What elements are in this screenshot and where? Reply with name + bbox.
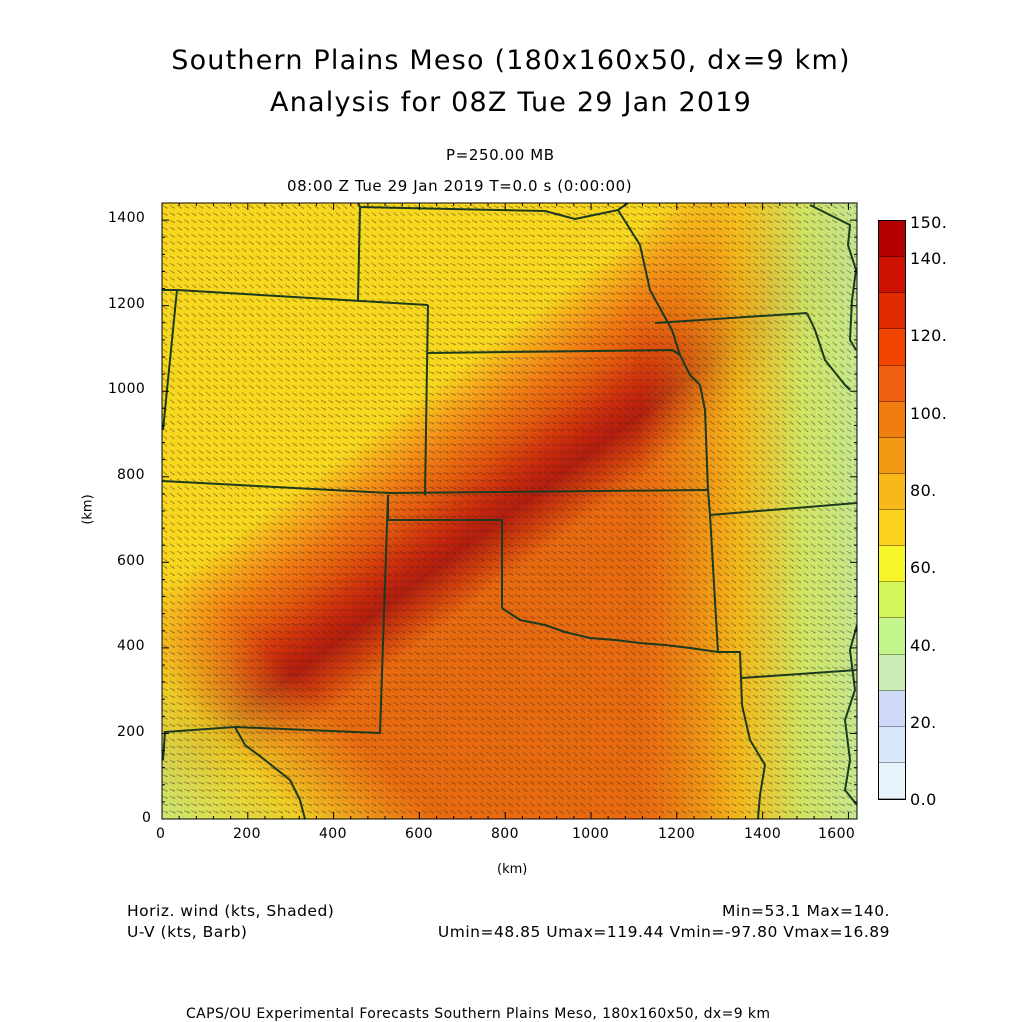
- colorbar-label: 140.: [910, 249, 948, 268]
- x-tick-label: 800: [491, 826, 519, 842]
- x-tick-label: 200: [233, 826, 261, 842]
- colorbar-band: [879, 582, 905, 619]
- y-tick-label: 600: [117, 553, 145, 569]
- axis-ticks: [161, 202, 857, 820]
- colorbar-band: [879, 329, 905, 366]
- valid-time-label: 08:00 Z Tue 29 Jan 2019 T=0.0 s (0:00:00…: [287, 177, 633, 195]
- shaded-wind-field: [162, 203, 857, 819]
- footer-credit: CAPS/OU Experimental Forecasts Southern …: [186, 1006, 771, 1022]
- x-tick-label: 600: [405, 826, 433, 842]
- boundary-rio-grande: [234, 726, 306, 819]
- boundary-kansas-east: [699, 384, 711, 516]
- colorbar-label: 0.0: [910, 790, 937, 809]
- boundary-missouri-river: [617, 209, 701, 386]
- y-tick-label: 1000: [108, 381, 146, 397]
- boundary-nebraska-kansas: [427, 349, 681, 356]
- colorbar-band: [879, 437, 905, 474]
- colorbar-band: [879, 726, 905, 763]
- colorbar-band: [879, 690, 905, 727]
- y-tick-label: 1400: [108, 210, 146, 226]
- colorbar-label: 150.: [910, 213, 948, 232]
- colorbar-band: [879, 365, 905, 402]
- colorbar-band: [879, 510, 905, 547]
- colorbar-band: [879, 618, 905, 655]
- colorbar-band: [879, 401, 905, 438]
- boundary-arkansas-south: [718, 651, 766, 819]
- x-tick-label: 1400: [744, 826, 782, 842]
- x-tick-label: 0: [156, 826, 166, 842]
- colorbar-label: 60.: [910, 558, 937, 577]
- y-tick-label: 400: [117, 638, 145, 654]
- boundary-oklahoma-east: [709, 514, 719, 653]
- title-line-1: Southern Plains Meso (180x160x50, dx=9 k…: [171, 45, 851, 76]
- y-tick-label: 0: [142, 810, 152, 826]
- boundary-iowa-east: [806, 312, 851, 391]
- colorbar-label: 40.: [910, 636, 937, 655]
- colorbar-label: 100.: [910, 404, 948, 423]
- y-axis-label: (km): [80, 494, 96, 525]
- colorbar: [878, 220, 906, 800]
- colorbar-band: [879, 654, 905, 691]
- boundary-nebraska-west: [357, 206, 361, 301]
- colorbar-label: 20.: [910, 713, 937, 732]
- title-line-2: Analysis for 08Z Tue 29 Jan 2019: [270, 87, 752, 118]
- legend-barb-field: U-V (kts, Barb): [127, 923, 248, 941]
- boundary-arkansas-north: [741, 669, 857, 679]
- boundary-iowa-south: [654, 312, 808, 324]
- pressure-level-label: P=250.00 MB: [446, 146, 555, 164]
- colorbar-label: 80.: [910, 481, 937, 500]
- x-tick-label: 400: [319, 826, 347, 842]
- colorbar-band: [879, 762, 905, 799]
- boundary-missouri-south: [709, 502, 857, 516]
- boundary-mississippi-east: [844, 624, 857, 806]
- boundary-nebraska-north: [357, 203, 629, 220]
- x-tick-label: 1600: [818, 826, 856, 842]
- boundary-kansas-south: [162, 480, 709, 494]
- boundary-new-mexico-east: [234, 494, 389, 734]
- colorbar-band: [879, 293, 905, 330]
- y-tick-label: 200: [117, 724, 145, 740]
- colorbar-band: [879, 473, 905, 510]
- x-axis-label: (km): [497, 862, 528, 877]
- colorbar-band: [879, 257, 905, 294]
- component-min-max: Umin=48.85 Umax=119.44 Vmin=-97.80 Vmax=…: [437, 923, 890, 941]
- x-tick-label: 1000: [572, 826, 610, 842]
- colorbar-label: 120.: [910, 326, 948, 345]
- field-min-max: Min=53.1 Max=140.: [722, 902, 890, 920]
- x-tick-label: 1200: [658, 826, 696, 842]
- boundary-red-river: [501, 607, 719, 653]
- boundary-mississippi-river: [809, 204, 857, 351]
- colorbar-band: [879, 221, 905, 258]
- boundary-colorado-west: [162, 289, 178, 431]
- y-tick-label: 1200: [108, 296, 146, 312]
- boundary-colorado-east: [424, 304, 429, 496]
- colorbar-band: [879, 546, 905, 583]
- legend-shaded-field: Horiz. wind (kts, Shaded): [127, 902, 335, 920]
- state-boundaries: [162, 203, 857, 819]
- y-tick-label: 800: [117, 467, 145, 483]
